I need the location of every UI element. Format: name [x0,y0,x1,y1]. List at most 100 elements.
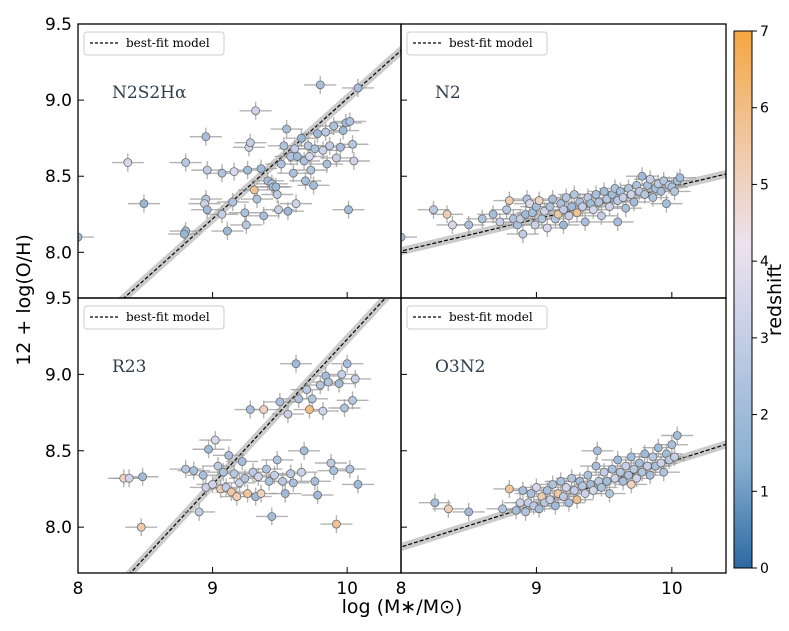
data-point [559,492,568,502]
colorbar-tick-label: 0 [760,561,769,577]
data-point [224,450,234,460]
data-point [597,211,606,221]
data-point [338,126,348,135]
data-point [256,489,266,498]
data-point [297,467,306,477]
data-point [640,449,650,459]
legend-label: best-fit model [449,36,533,50]
data-point [550,501,560,511]
data-point [267,512,277,521]
y-axis-label: 12 + log(O/H) [13,234,35,366]
legend-n2s2ha: best-fit model [83,31,225,56]
panel-label-r23: R23 [112,357,146,377]
data-point [228,197,238,207]
y-tick-label: 8.5 [45,167,72,187]
data-point [583,470,593,480]
data-point [675,173,685,183]
data-point [542,486,552,495]
data-point [607,464,617,474]
data-point [518,486,528,495]
data-point [430,498,440,508]
data-point [656,187,666,196]
data-point [521,507,530,517]
data-point [545,202,555,212]
data-point [643,461,652,471]
data-point [240,208,250,218]
x-tick-label: 9 [531,579,542,599]
data-point [329,466,339,476]
x-tick-label: 10 [336,579,358,599]
x-tick-label: 9 [207,579,218,599]
data-point [194,507,204,517]
data-point [594,197,604,207]
data-point [532,483,541,492]
data-point [537,214,547,224]
data-point [302,385,312,395]
data-point [315,80,325,90]
data-point [637,171,647,181]
plot-area [401,426,726,552]
data-point [348,139,357,149]
data-point [275,397,285,407]
data-point [530,220,540,230]
data-point [272,190,282,199]
data-point [502,205,512,215]
data-point [78,232,83,242]
data-point [518,229,528,239]
data-point [504,196,514,205]
y-tick-label: 8.5 [45,442,72,462]
panel-label-n2: N2 [435,83,461,103]
data-point [288,168,298,178]
data-point [670,187,679,196]
data-point [640,190,650,199]
data-point [556,476,566,486]
colorbar-tick-label: 7 [760,24,769,40]
colorbar-tick-label: 6 [760,101,769,117]
data-point [580,489,590,498]
data-point [345,464,355,474]
data-point [662,199,671,209]
data-point [645,470,655,480]
colorbar-tick-label: 1 [760,484,769,500]
data-point [181,464,191,474]
best-fit-line [123,49,401,298]
data-point [270,470,279,480]
data-point [340,403,349,413]
data-point [629,464,639,474]
data-point [278,476,287,486]
x-tick-label: 8 [73,579,84,599]
data-point [322,159,332,169]
data-point [306,165,316,175]
data-point [477,214,487,224]
data-point [337,369,347,379]
data-point [253,472,263,482]
data-point [217,168,227,178]
data-point [621,203,631,213]
data-point [626,452,636,462]
legend-label: best-fit model [449,310,533,324]
data-point [222,226,232,236]
data-point [498,504,507,514]
data-point [656,458,666,468]
data-point [610,473,620,483]
y-tick-label: 9.0 [45,365,72,385]
data-point [310,144,320,154]
data-point [624,470,633,480]
data-point [286,469,296,479]
data-point [495,217,505,227]
data-point [202,205,212,215]
data-point [181,158,191,167]
y-tick-label: 8.0 [45,243,72,263]
data-point [251,106,261,116]
y-tick-label: 8.0 [45,518,72,538]
data-point [572,208,582,218]
data-point [629,197,639,207]
data-point [648,193,658,202]
legend-label: best-fit model [126,310,210,324]
data-point [229,167,239,177]
data-point [276,159,286,169]
data-point [305,152,314,161]
data-point [613,217,623,227]
data-point [331,519,341,529]
data-point [559,220,568,230]
